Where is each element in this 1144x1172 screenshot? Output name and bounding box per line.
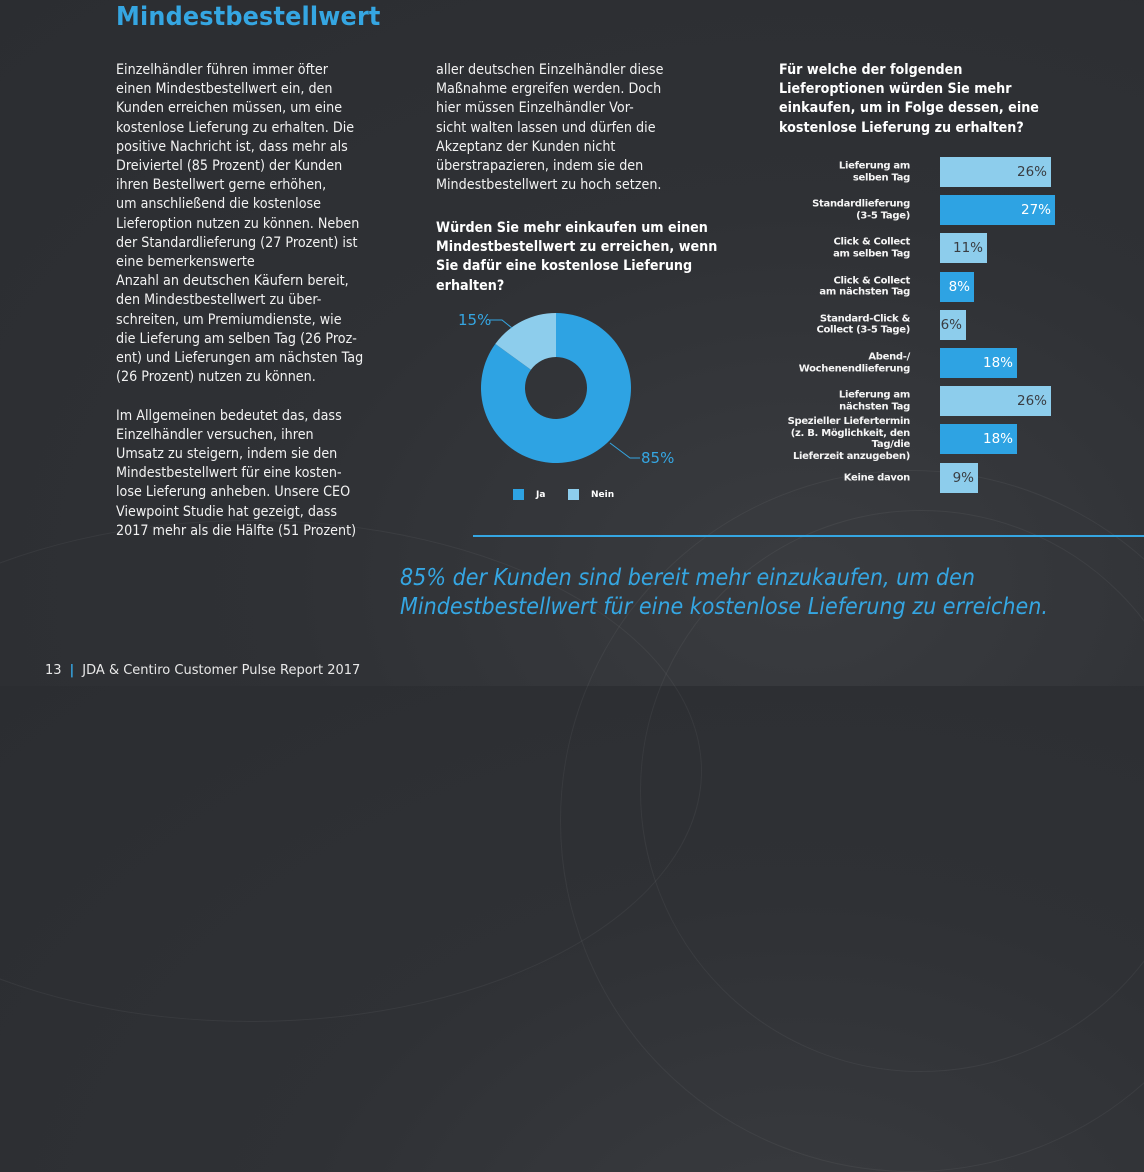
bar-value-label: 8% <box>948 278 970 295</box>
bar-value-label: 11% <box>952 240 983 257</box>
bar-row: Standardlieferung (3-5 Tage) 27% <box>780 195 1120 226</box>
legend-label-ja: Ja <box>536 489 546 500</box>
legend-item-ja: Ja <box>513 489 545 500</box>
page-number: 13 <box>45 663 62 678</box>
bar-value-label: 9% <box>952 469 974 486</box>
bar-value-label: 18% <box>982 355 1013 371</box>
bar: 9% <box>940 462 978 493</box>
legend-swatch-nein <box>568 489 579 500</box>
data-label-ja: 85% <box>641 449 674 467</box>
bar: 6% <box>940 309 966 340</box>
bar-value-label: 26% <box>1016 164 1047 180</box>
bar-row: Standard-Click & Collect (3-5 Tage) 6% <box>780 309 1120 340</box>
bar: 27% <box>940 195 1055 226</box>
bar-row: Click & Collect am selben Tag 11% <box>780 233 1120 264</box>
divider-line <box>473 535 1144 537</box>
bar: 26% <box>940 386 1051 417</box>
bar-category-label: Abend-/ Wochenendlieferung <box>798 351 911 375</box>
bar-row: Click & Collect am nächsten Tag 8% <box>780 271 1120 302</box>
bar-value-label: 18% <box>982 431 1013 448</box>
bar-value-label: 26% <box>1016 393 1047 410</box>
donut-slice-ja <box>481 313 631 463</box>
bar-row: Keine davon 9% <box>780 462 1120 493</box>
bar-category-label: Standard-Click & Collect (3-5 Tage) <box>816 313 910 336</box>
bar: 18% <box>940 348 1017 378</box>
bar-category-label: Spezieller Liefertermin (z. B. Möglichke… <box>787 416 911 462</box>
bar-category-label: Lieferung am selben Tag <box>838 160 910 184</box>
data-label-nein: 15% <box>458 311 491 329</box>
page-title: Mindestbestellwert <box>116 2 381 32</box>
bar: 18% <box>940 424 1017 455</box>
bar: 8% <box>940 271 974 302</box>
bar-chart-question: Für welche der folgenden Lieferoptionen … <box>779 62 1039 136</box>
footer: 13 | JDA & Centiro Customer Pulse Report… <box>45 663 360 678</box>
bar-row: Abend-/ Wochenendlieferung 18% <box>780 348 1120 378</box>
bar-value-label: 27% <box>1020 202 1051 219</box>
leader-line-nein <box>490 319 513 329</box>
bar-category-label: Click & Collect am nächsten Tag <box>819 275 910 298</box>
legend-label-nein: Nein <box>591 489 615 500</box>
bar-category-label: Keine davon <box>843 471 911 483</box>
pull-quote: 85% der Kunden sind bereit mehr einzukau… <box>400 565 1048 620</box>
bar-category-label: Standardlieferung (3-5 Tage) <box>812 198 910 222</box>
bar: 11% <box>940 233 987 264</box>
bar-row: Spezieller Liefertermin (z. B. Möglichke… <box>780 416 1120 462</box>
donut-slice-nein <box>495 313 556 370</box>
body-text-column-2: aller deutschen Einzelhändler diese Maßn… <box>436 62 664 194</box>
bar-value-label: 6% <box>940 316 962 333</box>
bar-category-label: Lieferung am nächsten Tag <box>838 389 910 413</box>
bar: 26% <box>940 157 1051 187</box>
bar-row: Lieferung am nächsten Tag 26% <box>780 386 1120 417</box>
body-text-column-1: Einzelhändler führen immer öfter einen M… <box>116 62 364 539</box>
bar-category-label: Click & Collect am selben Tag <box>833 236 910 260</box>
report-title: JDA & Centiro Customer Pulse Report 2017 <box>82 663 361 678</box>
footer-separator: | <box>69 663 75 678</box>
legend-item-nein: Nein <box>568 489 614 500</box>
legend-swatch-ja <box>513 489 524 500</box>
donut-chart: 15% 85% <box>458 311 674 467</box>
bar-row: Lieferung am selben Tag 26% <box>780 157 1120 187</box>
leader-line-ja <box>609 442 640 459</box>
donut-chart-question: Würden Sie mehr einkaufen um einen Minde… <box>436 220 718 294</box>
